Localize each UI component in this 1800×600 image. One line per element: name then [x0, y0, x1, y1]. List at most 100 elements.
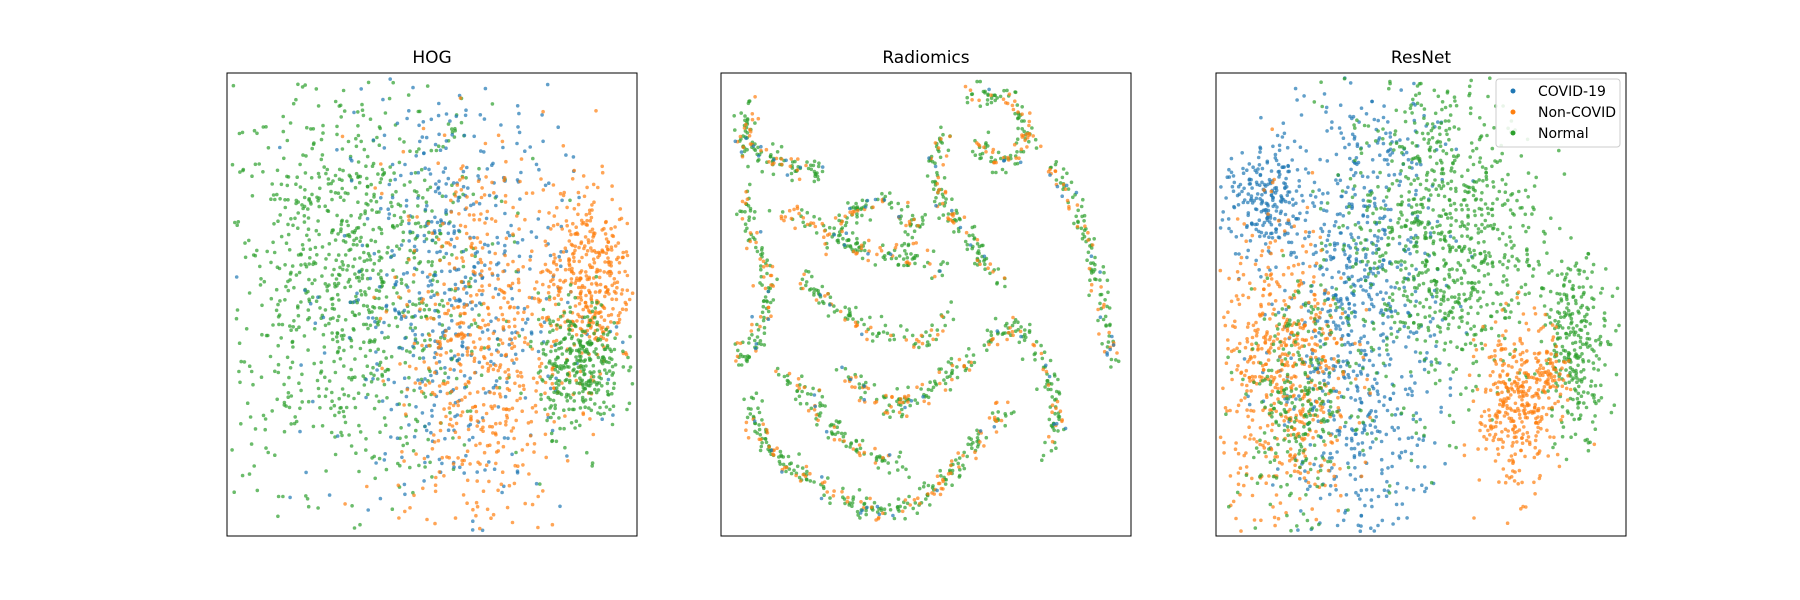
point-normal — [801, 220, 805, 225]
point-normal — [900, 243, 904, 248]
point-normal — [1022, 129, 1026, 134]
point-non-covid — [455, 183, 460, 187]
point-non-covid — [824, 252, 828, 257]
point-covid-19 — [753, 346, 758, 351]
point-normal — [993, 98, 997, 103]
point-covid-19 — [1313, 195, 1318, 199]
point-normal — [262, 279, 267, 284]
point-non-covid — [541, 188, 546, 192]
point-normal — [346, 394, 351, 398]
point-normal — [282, 382, 286, 387]
point-covid-19 — [1322, 451, 1326, 455]
point-normal — [290, 264, 295, 268]
point-covid-19 — [933, 164, 938, 169]
point-normal — [566, 293, 571, 297]
point-normal — [322, 345, 327, 349]
point-non-covid — [1008, 326, 1012, 330]
point-covid-19 — [1301, 261, 1305, 266]
point-normal — [948, 388, 953, 392]
point-normal — [1010, 323, 1015, 328]
point-non-covid — [915, 337, 919, 342]
point-non-covid — [454, 421, 459, 426]
point-normal — [336, 191, 341, 195]
point-normal — [578, 343, 583, 347]
point-non-covid — [816, 418, 820, 423]
point-non-covid — [875, 252, 879, 257]
point-non-covid — [567, 267, 572, 272]
point-normal — [276, 514, 280, 519]
point-normal — [340, 387, 345, 391]
point-non-covid — [605, 247, 610, 252]
point-normal — [397, 137, 402, 141]
point-normal — [541, 307, 546, 312]
point-normal — [996, 410, 1000, 414]
point-normal — [341, 88, 346, 93]
point-normal — [592, 315, 597, 320]
point-covid-19 — [1351, 187, 1356, 191]
point-non-covid — [555, 205, 559, 210]
point-normal — [406, 93, 411, 97]
point-non-covid — [489, 516, 493, 520]
point-normal — [278, 299, 282, 303]
point-non-covid — [1024, 132, 1029, 136]
point-non-covid — [492, 404, 497, 408]
point-covid-19 — [1379, 457, 1384, 462]
point-normal — [800, 389, 804, 394]
point-covid-19 — [400, 455, 404, 460]
point-normal — [385, 396, 389, 400]
point-non-covid — [439, 245, 444, 249]
point-normal — [1003, 412, 1007, 416]
point-normal — [812, 159, 817, 164]
point-normal — [920, 222, 925, 226]
point-non-covid — [580, 284, 585, 288]
point-covid-19 — [1335, 241, 1340, 246]
point-non-covid — [759, 148, 763, 153]
point-covid-19 — [1382, 104, 1386, 108]
point-non-covid — [621, 250, 625, 255]
point-normal — [556, 302, 561, 307]
point-covid-19 — [1405, 486, 1409, 490]
point-non-covid — [518, 179, 522, 184]
point-non-covid — [936, 146, 941, 150]
point-normal — [868, 315, 872, 320]
point-normal — [230, 162, 235, 167]
point-normal — [253, 253, 258, 258]
point-covid-19 — [1342, 271, 1346, 276]
point-normal — [569, 349, 573, 354]
point-covid-19 — [389, 407, 394, 412]
point-non-covid — [916, 496, 920, 501]
point-covid-19 — [1438, 361, 1442, 365]
point-normal — [311, 142, 316, 146]
point-covid-19 — [1334, 308, 1338, 313]
point-normal — [313, 278, 317, 282]
point-normal — [368, 348, 373, 353]
point-non-covid — [514, 357, 519, 361]
point-non-covid — [933, 141, 938, 145]
point-normal — [312, 327, 317, 331]
point-non-covid — [438, 258, 442, 263]
point-covid-19 — [1378, 430, 1382, 434]
point-normal — [985, 328, 990, 333]
point-non-covid — [427, 366, 431, 370]
point-normal — [805, 160, 809, 164]
point-non-covid — [456, 352, 461, 357]
point-non-covid — [578, 295, 583, 300]
point-non-covid — [471, 507, 475, 512]
point-normal — [763, 295, 768, 299]
point-normal — [367, 254, 372, 258]
point-normal — [771, 298, 776, 302]
point-normal — [331, 179, 335, 183]
point-non-covid — [1086, 238, 1090, 242]
point-covid-19 — [407, 221, 411, 226]
point-normal — [943, 381, 948, 386]
point-covid-19 — [1108, 347, 1112, 352]
point-covid-19 — [1299, 113, 1304, 117]
point-normal — [978, 104, 983, 108]
point-non-covid — [843, 379, 847, 383]
point-normal — [1027, 139, 1031, 144]
point-covid-19 — [1405, 516, 1409, 520]
point-covid-19 — [288, 495, 292, 500]
point-normal — [581, 400, 586, 404]
point-non-covid — [474, 513, 478, 518]
point-non-covid — [384, 310, 389, 314]
